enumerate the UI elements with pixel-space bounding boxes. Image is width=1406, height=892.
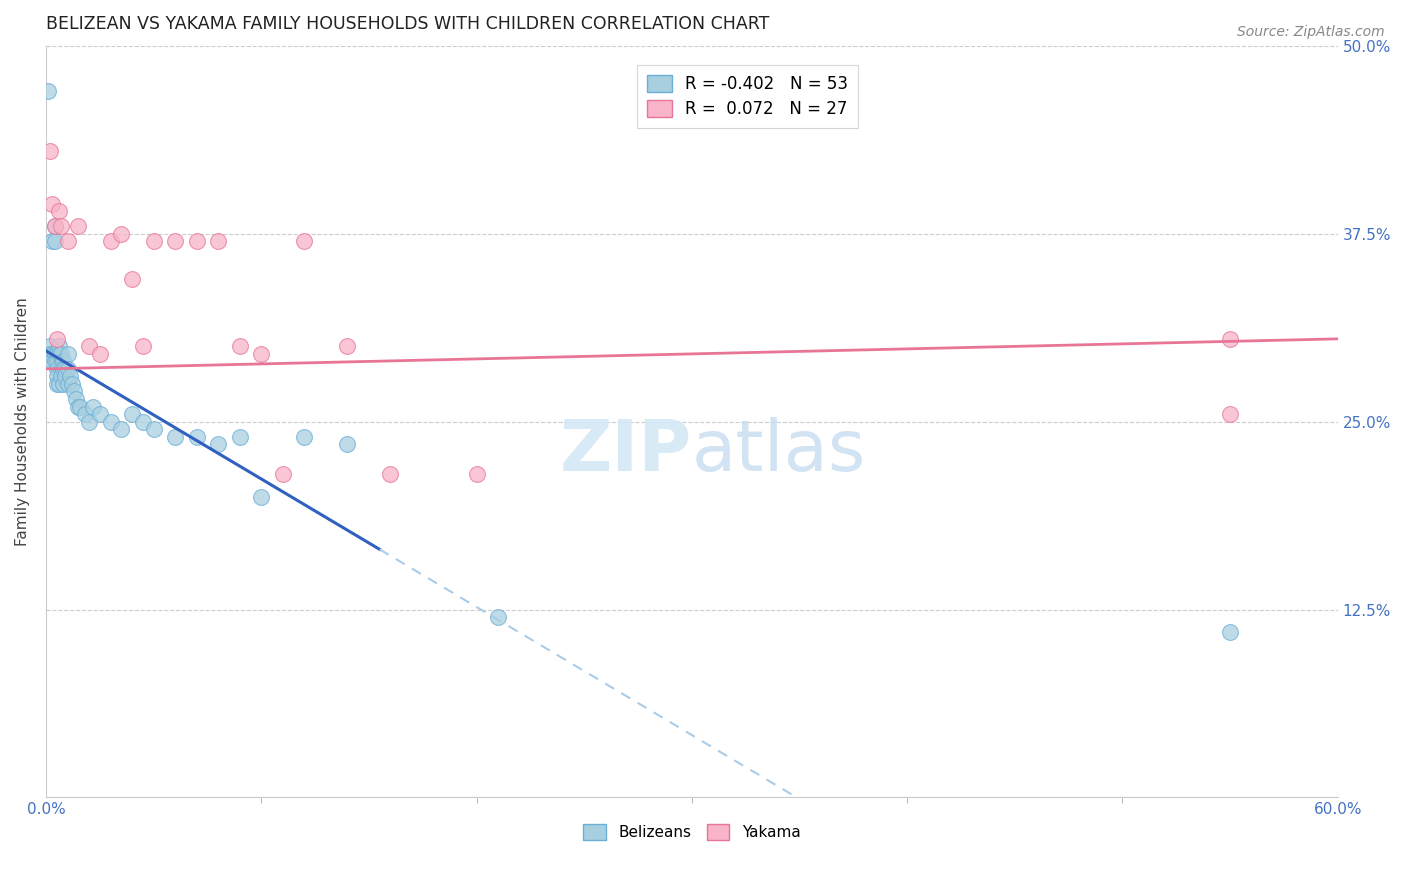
- Point: [486, 610, 509, 624]
- Point: [228, 339, 250, 353]
- Point: [89, 407, 111, 421]
- Point: [52, 354, 75, 368]
- Point: [336, 437, 359, 451]
- Point: [41, 354, 63, 368]
- Point: [49, 369, 72, 384]
- Point: [45, 369, 67, 384]
- Point: [1219, 332, 1241, 346]
- Point: [292, 429, 315, 443]
- Point: [69, 400, 91, 414]
- Point: [56, 347, 79, 361]
- Point: [41, 347, 63, 361]
- Point: [110, 422, 132, 436]
- Point: [165, 234, 187, 248]
- Point: [44, 347, 66, 361]
- Point: [67, 400, 90, 414]
- Point: [48, 204, 70, 219]
- Point: [44, 354, 66, 368]
- Point: [100, 234, 122, 248]
- Point: [48, 339, 70, 353]
- Point: [45, 347, 67, 361]
- Point: [82, 400, 104, 414]
- Point: [49, 362, 72, 376]
- Point: [39, 339, 62, 353]
- Point: [1219, 625, 1241, 640]
- Point: [65, 392, 87, 406]
- Point: [49, 219, 72, 233]
- Y-axis label: Family Households with Children: Family Households with Children: [15, 297, 30, 546]
- Point: [44, 234, 66, 248]
- Point: [63, 384, 86, 399]
- Text: atlas: atlas: [692, 417, 866, 486]
- Point: [132, 339, 155, 353]
- Point: [207, 234, 229, 248]
- Point: [56, 376, 79, 391]
- Point: [228, 429, 250, 443]
- Point: [60, 376, 83, 391]
- Point: [142, 422, 165, 436]
- Point: [89, 347, 111, 361]
- Point: [110, 227, 132, 241]
- Point: [465, 467, 488, 482]
- Point: [73, 407, 96, 421]
- Point: [41, 196, 63, 211]
- Point: [250, 347, 273, 361]
- Point: [53, 369, 76, 384]
- Point: [56, 362, 79, 376]
- Point: [45, 376, 67, 391]
- Point: [45, 362, 67, 376]
- Point: [271, 467, 294, 482]
- Point: [56, 234, 79, 248]
- Point: [67, 219, 90, 233]
- Point: [45, 332, 67, 346]
- Point: [39, 347, 62, 361]
- Point: [59, 369, 82, 384]
- Point: [49, 347, 72, 361]
- Point: [207, 437, 229, 451]
- Point: [380, 467, 402, 482]
- Point: [44, 219, 66, 233]
- Point: [77, 415, 100, 429]
- Point: [132, 415, 155, 429]
- Point: [41, 234, 63, 248]
- Point: [52, 362, 75, 376]
- Point: [186, 429, 208, 443]
- Text: Source: ZipAtlas.com: Source: ZipAtlas.com: [1237, 25, 1385, 39]
- Point: [52, 376, 75, 391]
- Point: [250, 490, 273, 504]
- Point: [44, 219, 66, 233]
- Point: [48, 347, 70, 361]
- Text: ZIP: ZIP: [560, 417, 692, 486]
- Point: [77, 339, 100, 353]
- Point: [1219, 407, 1241, 421]
- Legend: Belizeans, Yakama: Belizeans, Yakama: [576, 818, 807, 847]
- Point: [39, 144, 62, 158]
- Point: [53, 362, 76, 376]
- Point: [121, 407, 143, 421]
- Point: [48, 376, 70, 391]
- Point: [45, 354, 67, 368]
- Point: [37, 84, 59, 98]
- Point: [165, 429, 187, 443]
- Point: [121, 271, 143, 285]
- Point: [100, 415, 122, 429]
- Point: [186, 234, 208, 248]
- Point: [336, 339, 359, 353]
- Text: BELIZEAN VS YAKAMA FAMILY HOUSEHOLDS WITH CHILDREN CORRELATION CHART: BELIZEAN VS YAKAMA FAMILY HOUSEHOLDS WIT…: [46, 15, 769, 33]
- Point: [292, 234, 315, 248]
- Point: [142, 234, 165, 248]
